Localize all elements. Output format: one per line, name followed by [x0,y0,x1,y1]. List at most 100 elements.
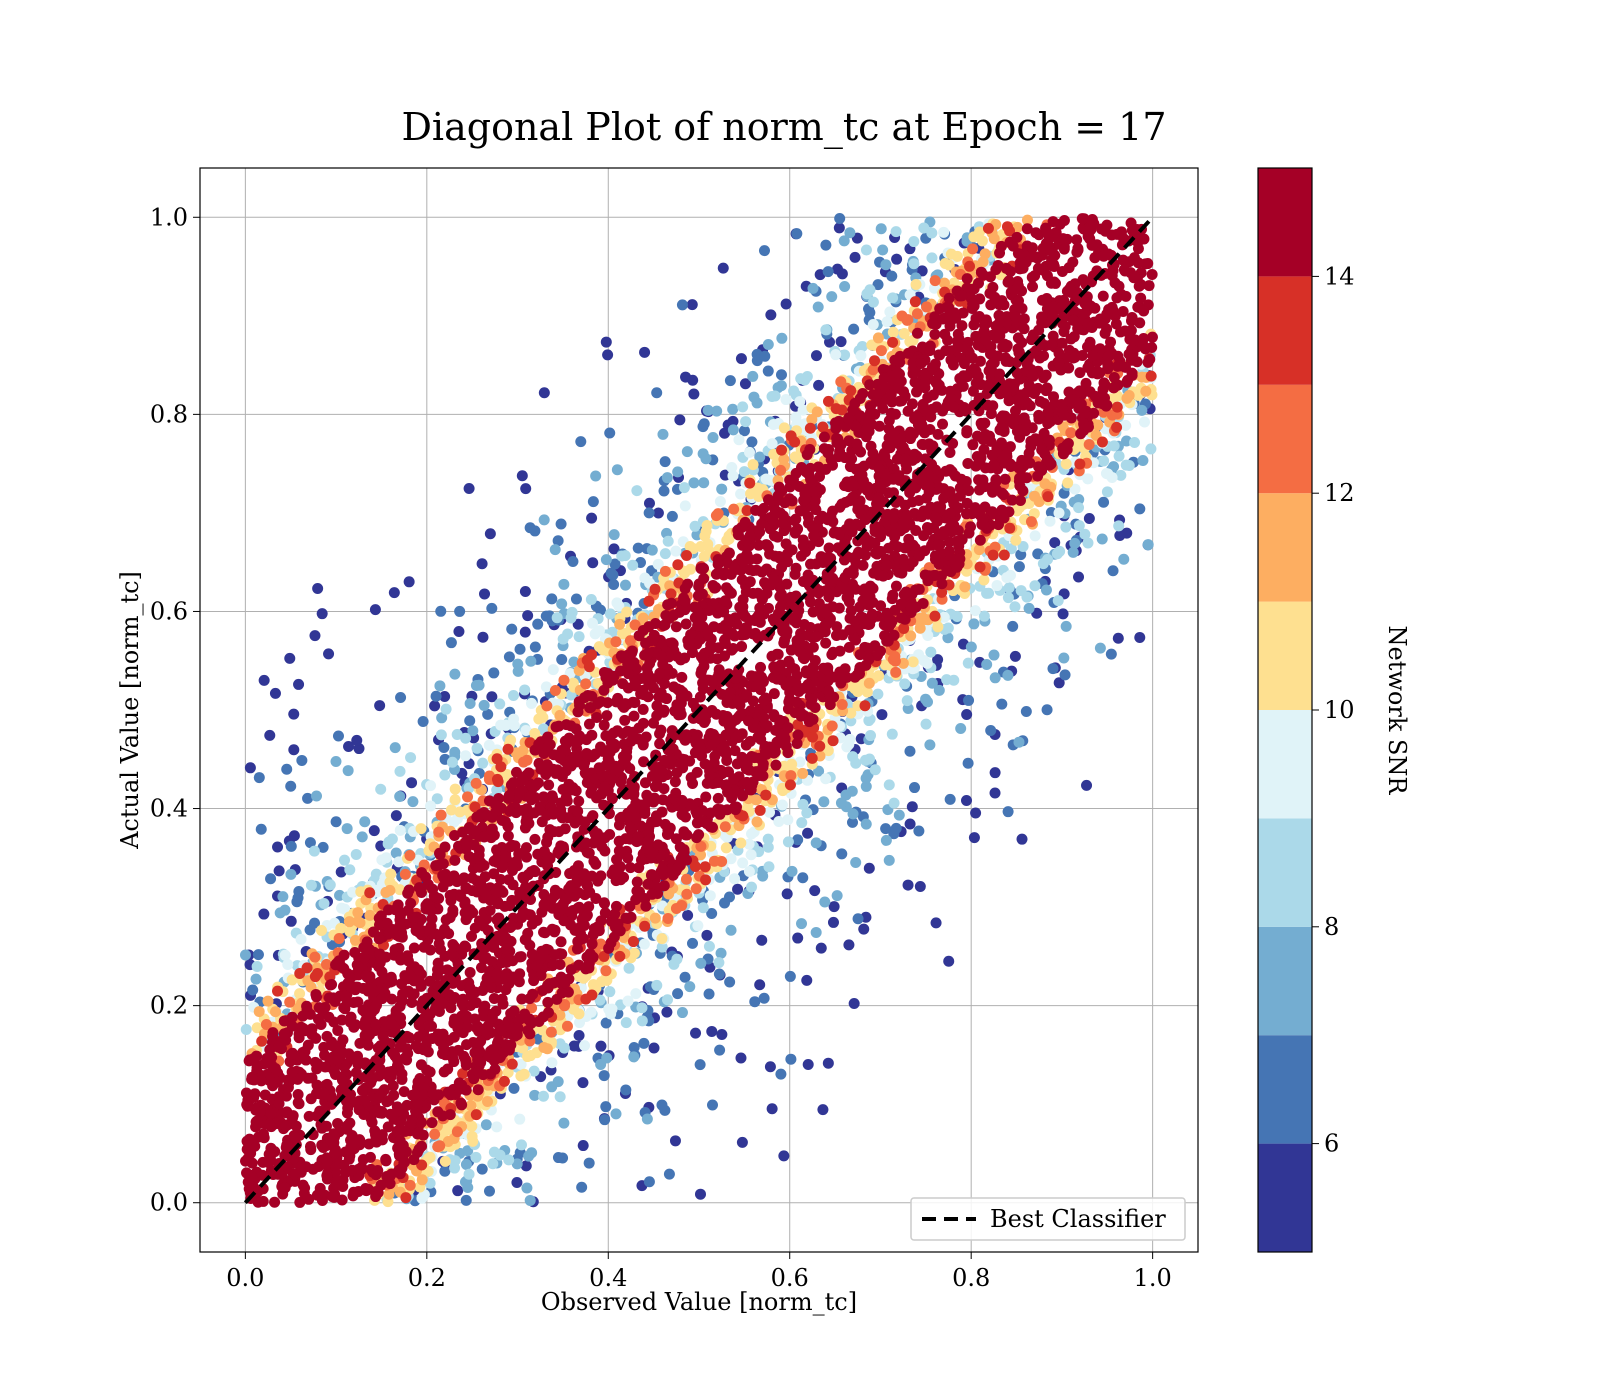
scatter-point [503,1154,515,1166]
scatter-point [258,674,270,686]
scatter-point [661,994,673,1006]
scatter-point [989,672,1001,684]
scatter-point [541,700,553,712]
scatter-point [552,535,564,547]
scatter-point [439,769,451,781]
scatter-point [809,885,821,897]
scatter-point [514,1113,526,1125]
scatter-point [887,336,899,348]
scatter-point [976,235,988,247]
scatter-point [822,266,834,278]
scatter-point [1003,582,1015,594]
scatter-point [713,957,725,969]
scatter-point [760,473,772,485]
scatter-point [1081,779,1093,791]
scatter-point [670,902,682,914]
scatter-point [904,745,916,757]
scatter-point [609,558,621,570]
scatter-point [749,996,761,1008]
scatter-point [726,461,738,473]
scatter-point [661,1006,673,1018]
scatter-point [264,729,276,741]
scatter-point [961,273,973,285]
scatter-point [1009,650,1021,662]
scatter-point [1069,537,1081,549]
scatter-point [476,558,488,570]
scatter-point [688,477,700,489]
scatter-point [529,641,541,653]
scatter-point [898,327,910,339]
scatter-point [847,751,859,763]
scatter-point [608,543,620,555]
scatter-point [517,804,529,816]
scatter-point [239,949,251,961]
scatter-point [914,881,926,893]
scatter-point [576,1181,588,1193]
scatter-point [907,656,919,668]
scatter-point [822,1057,834,1069]
scatter-point [695,840,707,852]
scatter-point [835,797,847,809]
scatter-point [830,349,842,361]
scatter-point [247,984,259,996]
scatter-point [597,644,609,656]
scatter-point [810,837,822,849]
scatter-point [716,483,728,495]
scatter-point [1145,443,1157,455]
scatter-point [962,757,974,769]
scatter-point [762,841,774,853]
scatter-point [1053,677,1065,689]
scatter-point [1037,558,1049,570]
scatter-point [1123,459,1135,471]
scatter-point [538,514,550,526]
scatter-point [608,529,620,541]
scatter-point [920,693,932,705]
scatter-point [732,883,744,895]
scatter-point [983,587,995,599]
scatter-point [1129,437,1141,449]
scatter-point [554,1091,566,1103]
scatter-point [769,390,781,402]
scatter-point [579,1040,591,1052]
scatter-point [259,1089,271,1101]
scatter-point [284,996,296,1008]
scatter-point [636,1002,648,1014]
scatter-point [637,612,649,624]
scatter-point [776,799,788,811]
scatter-point [617,628,629,640]
scatter-point [404,850,416,862]
scatter-point [643,497,655,509]
scatter-point [348,1021,360,1033]
scatter-point [585,593,597,605]
scatter-point [628,947,640,959]
scatter-point [350,848,362,860]
scatter-point [598,950,610,962]
scatter-point [1073,494,1085,506]
scatter-point [855,350,867,362]
scatter-point [703,940,715,952]
scatter-point [518,1068,530,1080]
scatter-point [304,837,316,849]
scatter-point [308,845,320,857]
scatter-point [516,470,528,482]
scatter-point [631,485,643,497]
scatter-point [978,610,990,622]
scatter-point [736,1136,748,1148]
scatter-point [1137,454,1149,466]
scatter-point [620,1084,632,1096]
scatter-point [1042,491,1054,503]
scatter-point [727,424,739,436]
scatter-point [574,1017,586,1029]
scatter-point [435,809,447,821]
scatter-point [632,542,644,554]
scatter-point [1145,370,1157,382]
scatter-point [714,496,726,508]
scatter-point [330,816,342,828]
scatter-point [930,917,942,929]
scatter-point [384,876,396,888]
scatter-point [760,789,772,801]
scatter-point [256,1035,268,1047]
scatter-point [1044,515,1056,527]
scatter-point [867,319,879,331]
scatter-point [293,678,305,690]
